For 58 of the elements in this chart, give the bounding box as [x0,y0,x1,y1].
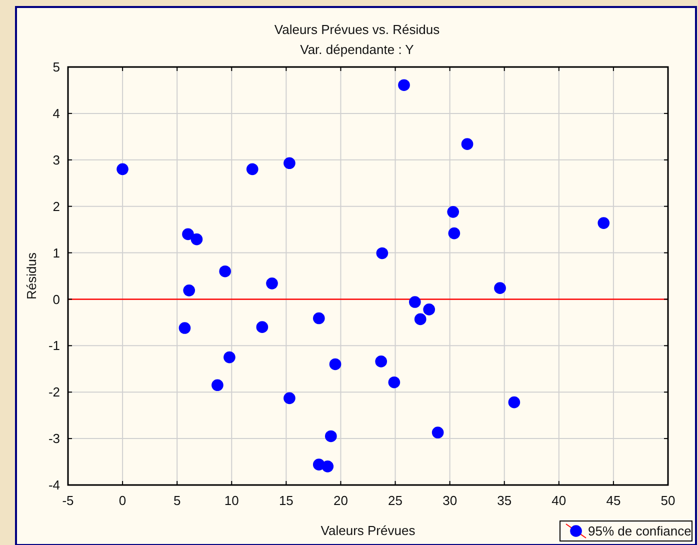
point [266,278,278,290]
chart-subtitle: Var. dépendante : Y [300,42,414,57]
point [508,396,520,408]
point [284,392,296,404]
point [178,322,191,334]
chart-title: Valeurs Prévues vs. Résidus [274,22,440,37]
x-tick-label: -5 [62,493,74,508]
x-tick-label: 40 [552,493,566,508]
x-tick-label: 35 [497,493,512,508]
point [447,206,460,218]
y-tick-label: 2 [52,198,60,214]
x-tick-label: 50 [660,493,676,508]
y-tick-label: -2 [48,384,60,400]
x-tick-label: 15 [278,493,294,508]
point [224,351,236,364]
y-axis-title: Résidus [24,252,39,300]
point [312,312,325,324]
x-tick-label: 25 [388,493,403,508]
point [398,79,410,92]
y-tick-label: 3 [52,152,60,168]
x-tick-label: 30 [442,493,458,508]
point [183,284,196,296]
point [376,247,388,260]
y-tick-label: 1 [52,245,60,260]
point [598,217,610,229]
point [322,460,334,472]
point [461,138,474,150]
y-tick-label: 0 [52,292,60,307]
point [388,376,400,388]
point [246,163,258,176]
x-tick-label: 45 [606,493,621,508]
point [284,157,296,170]
point [324,430,337,442]
x-tick-label: 10 [224,493,239,508]
point [219,265,232,278]
point [375,356,388,368]
point [256,321,268,333]
y-tick-label: -1 [48,338,60,354]
y-tick-label: -4 [48,478,60,493]
y-tick-label: 5 [52,60,60,75]
x-tick-label: 5 [173,493,181,508]
point [190,233,203,246]
point [212,379,224,392]
point [448,227,460,240]
point [414,313,426,326]
point [408,296,421,308]
point [432,426,444,438]
legend-label: 95% de confiance [588,524,692,539]
point [329,358,342,370]
point [423,304,436,316]
x-tick-label: 0 [118,493,126,508]
point [116,163,128,176]
point [494,282,506,294]
x-tick-label: 20 [333,493,348,508]
y-tick-label: -3 [48,431,60,446]
point [182,228,194,240]
x-axis-title: Valeurs Prévues [320,523,416,538]
y-tick-label: 4 [52,106,60,121]
